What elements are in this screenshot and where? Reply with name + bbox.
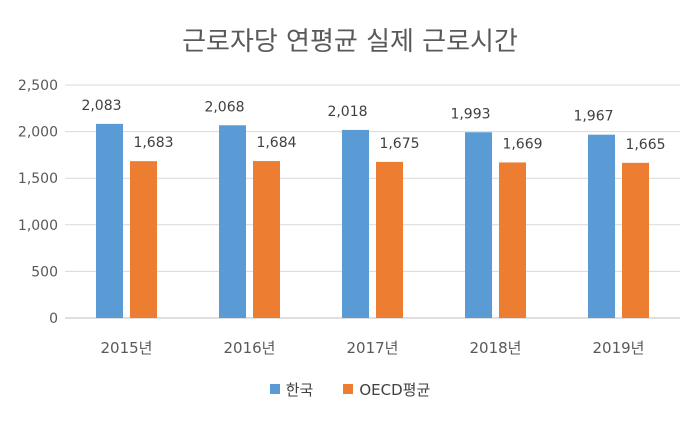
x-tick-label: 2018년 (470, 339, 522, 357)
x-tick-label: 2016년 (224, 339, 276, 357)
legend-label-oecd: OECD평균 (359, 380, 431, 399)
legend-swatch-oecd (343, 384, 354, 394)
bar-korea (342, 129, 369, 318)
y-axis-ticks: 0 500 1,000 1,500 2,000 2,500 (18, 78, 58, 327)
x-tick-label: 2019년 (593, 339, 645, 357)
y-tick-label: 0 (49, 311, 58, 327)
x-axis-ticks: 2015년 2016년 2017년 2018년 2019년 (101, 339, 645, 357)
y-tick-label: 1,000 (18, 218, 58, 234)
y-tick-label: 2,500 (18, 78, 58, 94)
bar-korea (465, 132, 492, 318)
y-tick-label: 2,000 (18, 125, 58, 141)
y-tick-label: 500 (31, 264, 58, 280)
data-label: 1,675 (379, 136, 419, 152)
legend-label-korea: 한국 (285, 380, 314, 399)
data-label: 1,684 (256, 135, 296, 151)
bar-korea (588, 134, 615, 318)
legend-item-oecd: OECD평균 (343, 379, 430, 400)
x-tick-label: 2017년 (347, 339, 399, 357)
x-tick-label: 2015년 (101, 339, 153, 357)
bar-korea (219, 125, 246, 319)
legend-swatch-korea (269, 384, 280, 394)
data-label: 2,068 (204, 99, 244, 115)
bar-korea (96, 123, 123, 318)
data-label: 2,018 (327, 104, 367, 120)
data-label: 1,665 (625, 137, 665, 153)
bar-oecd (130, 161, 157, 318)
data-label: 1,683 (133, 135, 173, 151)
chart-title: 근로자당 연평균 실제 근로시간 (182, 27, 518, 57)
data-label: 2,083 (81, 98, 121, 114)
bar-oecd (622, 162, 649, 318)
legend-item-korea: 한국 (269, 379, 314, 400)
data-label: 1,967 (573, 109, 613, 125)
gridlines (65, 84, 680, 319)
data-label: 1,993 (450, 106, 490, 122)
bar-oecd (376, 161, 403, 318)
bars (96, 123, 649, 319)
bar-oecd (499, 162, 526, 318)
legend: 한국 OECD평균 (0, 374, 700, 404)
bar-oecd (253, 161, 280, 318)
data-labels: 2,083 1,683 2,068 1,684 2,018 1,675 1,993 1,669… (81, 98, 665, 153)
data-label: 1,669 (502, 136, 542, 152)
y-tick-label: 1,500 (18, 171, 58, 187)
